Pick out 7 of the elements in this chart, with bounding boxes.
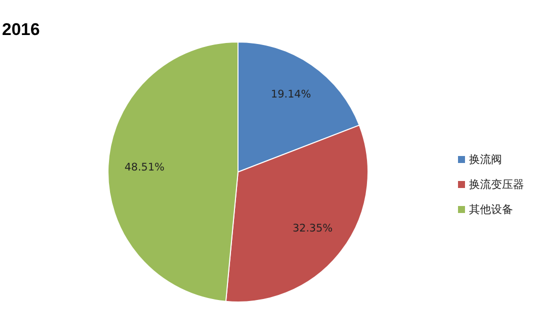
data-label: 48.51% [124,161,165,174]
chart-title: 2016 [2,20,40,39]
data-label: 32.35% [292,222,333,234]
legend-label: 换流变压器 [469,178,524,192]
data-label: 19.14% [270,88,311,101]
legend-label: 其他设备 [469,203,513,216]
legend-label: 换流阀 [469,153,502,166]
